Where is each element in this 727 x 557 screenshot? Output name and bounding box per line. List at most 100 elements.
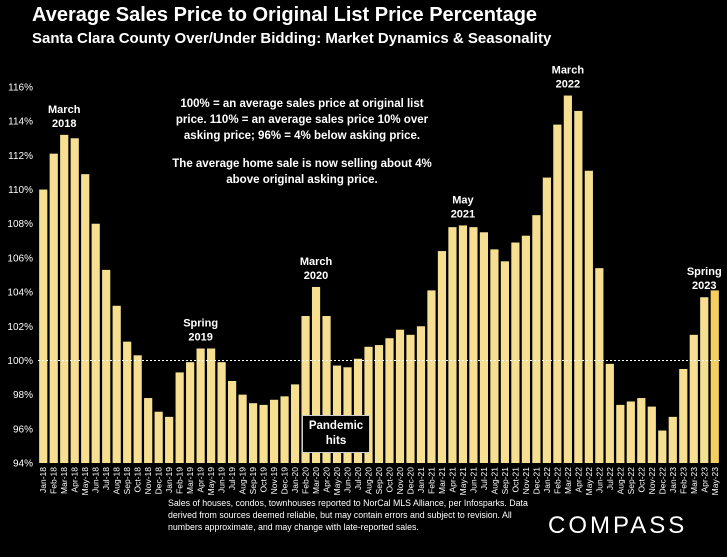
- x-tick-label: Apr-22: [573, 467, 583, 493]
- source-footnote: Sales of houses, condos, townhouses repo…: [168, 498, 528, 532]
- x-tick-label: Jul-18: [101, 467, 111, 490]
- bar: [679, 369, 688, 463]
- x-tick-label: Jun-20: [343, 467, 353, 493]
- x-tick-label: Dec-22: [657, 467, 667, 495]
- x-tick-label: May-22: [584, 467, 594, 496]
- x-tick-label: Apr-23: [699, 467, 709, 493]
- x-tick-label: Jul-22: [605, 467, 615, 490]
- bar: [301, 316, 310, 463]
- annotation-label: 2023: [692, 280, 716, 292]
- bar: [668, 416, 677, 463]
- bar: [469, 227, 478, 463]
- x-tick-label: Oct-21: [510, 467, 520, 493]
- bar: [81, 174, 90, 463]
- annotation-label: March: [552, 65, 585, 77]
- bar: [228, 380, 237, 463]
- x-tick-label: Sep-20: [374, 467, 384, 495]
- x-tick-label: May-18: [80, 467, 90, 496]
- bar: [490, 249, 499, 463]
- x-tick-label: Oct-18: [133, 467, 143, 493]
- annotation-label: 2019: [188, 331, 212, 343]
- bar: [689, 334, 698, 463]
- bar: [311, 286, 321, 463]
- bar: [280, 396, 289, 463]
- bar: [479, 232, 489, 463]
- x-tick-label: Mar-18: [59, 467, 69, 494]
- x-tick-label: Sep-19: [248, 467, 258, 495]
- bar: [91, 223, 100, 463]
- bar: [605, 363, 614, 463]
- y-tick-label: 108%: [7, 219, 33, 230]
- explanation-note: 100% = an average sales price at origina…: [168, 96, 436, 200]
- y-tick-label: 102%: [7, 322, 33, 333]
- x-tick-label: Oct-19: [259, 467, 269, 493]
- pandemic-callout: Pandemic hits: [302, 415, 370, 453]
- x-tick-label: Jan-19: [164, 467, 174, 493]
- x-tick-label: Oct-22: [636, 467, 646, 493]
- bar: [500, 261, 509, 463]
- annotation-label: 2022: [556, 79, 580, 91]
- y-tick-label: 116%: [8, 83, 33, 94]
- bar: [427, 290, 436, 463]
- x-tick-label: Dec-19: [280, 467, 290, 495]
- annotation-label: 2020: [304, 270, 328, 282]
- bar: [458, 225, 468, 463]
- bar: [658, 430, 667, 463]
- bar: [49, 153, 58, 463]
- x-tick-label: Feb-21: [426, 467, 436, 494]
- explanation-line-2: The average home sale is now selling abo…: [172, 158, 432, 186]
- x-tick-label: Nov-20: [395, 467, 405, 495]
- y-tick-label: 98%: [13, 390, 33, 401]
- bar: [196, 348, 205, 463]
- bar: [437, 251, 447, 463]
- x-tick-label: Apr-18: [70, 467, 80, 493]
- bar: [416, 326, 426, 463]
- bar: [406, 334, 415, 463]
- x-tick-label: Sep-18: [122, 467, 132, 495]
- x-tick-label: May-23: [710, 467, 720, 496]
- annotation-label: Spring: [183, 317, 218, 329]
- x-tick-label: Nov-18: [143, 467, 153, 495]
- x-tick-label: Jan-20: [290, 467, 300, 493]
- bar: [532, 215, 541, 463]
- x-tick-label: Mar-23: [689, 467, 699, 494]
- x-tick-label: Apr-21: [447, 467, 457, 493]
- y-tick-label: 100%: [7, 356, 33, 367]
- x-tick-label: Jul-21: [479, 467, 489, 490]
- pandemic-callout-line-2: hits: [325, 435, 347, 447]
- bar: [637, 398, 646, 463]
- x-tick-label: Dec-21: [531, 467, 541, 495]
- annotation-label: 2018: [52, 118, 76, 130]
- bar: [60, 134, 69, 463]
- bar: [175, 372, 184, 463]
- bar: [154, 411, 163, 463]
- bar: [647, 406, 656, 463]
- bar: [353, 358, 363, 463]
- annotation-label: Spring: [687, 266, 722, 278]
- x-tick-label: Sep-21: [500, 467, 510, 495]
- x-tick-label: Feb-23: [678, 467, 688, 494]
- x-tick-label: May-20: [332, 467, 342, 496]
- x-tick-label: Mar-20: [311, 467, 321, 494]
- bar: [563, 95, 572, 463]
- bar: [123, 341, 132, 463]
- x-tick-label: Jul-20: [353, 467, 363, 490]
- annotation-label: March: [48, 104, 81, 116]
- bar: [207, 348, 216, 463]
- annotation-label: 2021: [451, 208, 475, 220]
- bar: [144, 398, 153, 463]
- x-tick-label: Aug-19: [238, 467, 248, 495]
- x-tick-label: Jun-21: [468, 467, 478, 493]
- bar: [102, 269, 111, 463]
- x-tick-label: Aug-18: [112, 467, 122, 495]
- bar: [395, 329, 405, 463]
- bar: [133, 355, 142, 463]
- x-tick-label: Feb-20: [301, 467, 311, 494]
- bar: [700, 297, 709, 463]
- chart-title: Average Sales Price to Original List Pri…: [32, 4, 538, 26]
- x-tick-label: Nov-21: [521, 467, 531, 495]
- x-tick-label: Nov-22: [647, 467, 657, 495]
- x-tick-label: Aug-20: [364, 467, 374, 495]
- x-tick-label: Nov-19: [269, 467, 279, 495]
- bar: [186, 362, 195, 463]
